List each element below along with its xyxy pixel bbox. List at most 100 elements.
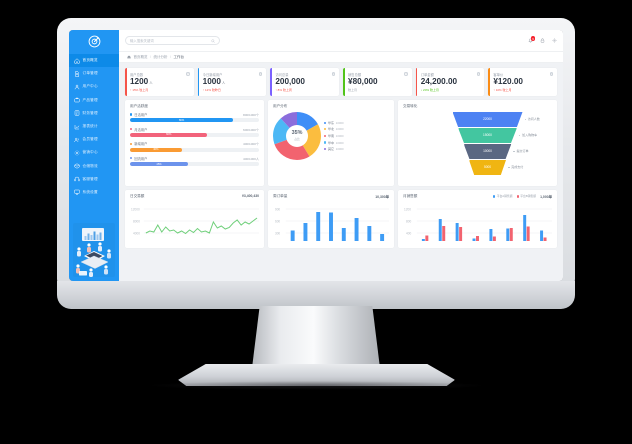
sidebar-item-products[interactable]: 产品管理 bbox=[69, 94, 119, 107]
help-icon[interactable]: ? bbox=[331, 72, 336, 76]
sidebar-item-marketing[interactable]: 营销中心 bbox=[69, 146, 119, 159]
legend-item[interactable]: 平台B销售额 bbox=[516, 194, 536, 198]
panel-value: ¥3,400,430 bbox=[242, 194, 259, 199]
stat-card-value: 1200人 bbox=[130, 77, 153, 87]
panel-title: 月销售额 bbox=[403, 193, 418, 198]
donut-chart[interactable]: 35% 占比 bbox=[273, 111, 321, 160]
breadcrumb-item[interactable]: 统计分析 bbox=[153, 54, 168, 59]
imac-stand-foot bbox=[178, 364, 455, 386]
help-icon[interactable]: ? bbox=[404, 72, 408, 76]
target-compass-icon bbox=[88, 35, 100, 47]
sidebar-item-home[interactable]: 首页概览 bbox=[69, 54, 119, 68]
stat-card-value: 200,000 bbox=[275, 77, 305, 87]
box-icon bbox=[74, 163, 80, 169]
svg-text:900: 900 bbox=[275, 207, 280, 211]
donut-center-value: 35% bbox=[291, 129, 303, 136]
sidebar-item-users[interactable]: 用户中心 bbox=[69, 80, 119, 93]
calculator-icon bbox=[74, 110, 80, 116]
stat-card[interactable]: 客单价 ? ¥120.00 ↑ 10% 较上月 bbox=[488, 68, 558, 96]
sidebar-item-finance[interactable]: 财务管理 bbox=[69, 107, 119, 120]
stat-card-value: ¥120.00 bbox=[493, 77, 523, 87]
breadcrumb-item-current: 工作台 bbox=[173, 54, 184, 59]
sidebar-item-label: 营销中心 bbox=[82, 150, 98, 155]
funnel-segment: 10000 bbox=[463, 143, 512, 159]
svg-text:8000: 8000 bbox=[133, 219, 140, 223]
help-icon[interactable]: ? bbox=[549, 72, 554, 76]
stat-card-title: 今日新增用户 bbox=[202, 72, 223, 77]
funnel-row[interactable]: 15000 加入购物车 bbox=[423, 127, 552, 143]
team-laptop-illustration bbox=[69, 219, 119, 281]
donut-center-label: 占比 bbox=[294, 137, 300, 142]
panel-title: 日交易额 bbox=[130, 193, 145, 198]
progress-value: 800/1000个 bbox=[243, 112, 259, 117]
bottom-row: 日交易额 ¥3,400,430 12000 8000 bbox=[125, 189, 557, 248]
topbar-icons: 9 bbox=[528, 36, 557, 43]
panel-title: 周订单量 bbox=[273, 193, 288, 198]
brand-logo[interactable] bbox=[69, 30, 119, 52]
stat-card[interactable]: 访问总量 ? 200,000 ↑ 8% 较上周 bbox=[270, 68, 340, 96]
dashboard-content: 用户总数 ? 1200人 ↑ 15% 较上月 今日新增用户 ? 1000人 bbox=[119, 63, 563, 281]
imac-shadow bbox=[150, 381, 483, 390]
progress-value: 400/1000人 bbox=[243, 156, 259, 161]
legend-item[interactable]: 华南 10000 bbox=[324, 134, 344, 138]
sidebar-item-settings[interactable]: 系统设置 bbox=[69, 186, 119, 199]
chart-icon bbox=[74, 124, 80, 130]
progress-item: 日活用户 800/1000个 80% bbox=[130, 112, 259, 123]
stat-card[interactable]: 销售总额 ? ¥80,000 较上月 bbox=[343, 68, 412, 96]
stat-card-head: 用户总数 ? bbox=[130, 72, 190, 77]
stat-card-trend: ↑ 15% 较上月 bbox=[130, 88, 149, 93]
grouped-bar-chart[interactable]: 1200 800 400 bbox=[403, 201, 552, 241]
stat-card-title: 订单金额 bbox=[420, 72, 434, 77]
funnel-row[interactable]: 10000 提交订单 bbox=[423, 143, 552, 159]
search-input[interactable]: 输入搜索关键词 bbox=[125, 36, 220, 45]
stat-card-title: 客单价 bbox=[493, 72, 504, 77]
legend-item[interactable]: 华北 10000 bbox=[324, 127, 344, 131]
gear-icon bbox=[74, 150, 80, 156]
sidebar-item-support[interactable]: 客服管理 bbox=[69, 173, 119, 186]
progress-value: 400/1000个 bbox=[243, 142, 259, 147]
panel-value: 10,300单 bbox=[375, 194, 389, 199]
breadcrumb-item[interactable]: 首页概览 bbox=[133, 54, 148, 59]
stat-card[interactable]: 订单金额 ? 24,200.00 ↓ 20% 较上月 bbox=[415, 68, 485, 96]
funnel-chart: 22000 访问人数 15000 加入购物车 10000 提交订单 bbox=[403, 111, 552, 178]
line-chart[interactable]: 12000 8000 4000 bbox=[130, 201, 259, 241]
panel-head-right: 平台A销售额 平台B销售额 1,000单 bbox=[493, 194, 552, 199]
stat-card-head: 访问总量 ? bbox=[275, 72, 336, 77]
svg-text:1200: 1200 bbox=[404, 207, 411, 211]
sidebar-item-label: 仓储物流 bbox=[82, 163, 98, 168]
sidebar-item-label: 系统设置 bbox=[82, 189, 98, 194]
stat-card[interactable]: 用户总数 ? 1200人 ↑ 15% 较上月 bbox=[125, 68, 194, 96]
sidebar-item-members[interactable]: 会员管理 bbox=[69, 133, 119, 146]
notification-bell-button[interactable]: 9 bbox=[528, 36, 536, 43]
progress-value: 600/1000个 bbox=[243, 127, 259, 132]
topbar: 输入搜索关键词 9 bbox=[119, 30, 563, 52]
help-icon[interactable]: ? bbox=[186, 72, 190, 76]
breadcrumb: 首页概览 / 统计分析 / 工作台 bbox=[119, 52, 563, 63]
sidebar-item-orders[interactable]: 订单管理 bbox=[69, 67, 119, 80]
help-icon[interactable]: ? bbox=[258, 72, 263, 76]
members-icon bbox=[74, 137, 80, 143]
sidebar-item-reports[interactable]: 报表统计 bbox=[69, 120, 119, 133]
stat-card-value: 24,200.00 bbox=[420, 77, 458, 87]
notification-badge: 9 bbox=[530, 36, 536, 41]
imac-stand-neck bbox=[252, 306, 380, 368]
progress-track: 60% bbox=[130, 132, 259, 137]
middle-row: 用户活跃度 日活用户 800/1000个 80% bbox=[125, 99, 557, 186]
legend-item[interactable]: 华东 10000 bbox=[324, 121, 344, 125]
legend-item[interactable]: 其它 10000 bbox=[324, 147, 344, 151]
help-icon[interactable]: ? bbox=[476, 72, 481, 76]
lock-button[interactable] bbox=[540, 38, 545, 43]
sidebar-item-warehouse[interactable]: 仓储物流 bbox=[69, 160, 119, 173]
stat-card[interactable]: 今日新增用户 ? 1000人 ↑ 12% 较昨日 bbox=[197, 68, 267, 96]
gear-icon bbox=[552, 38, 557, 43]
home-icon bbox=[74, 58, 80, 64]
funnel-row[interactable]: 5000 完成支付 bbox=[423, 159, 552, 175]
progress-fill: 45% bbox=[130, 162, 189, 167]
legend-item[interactable]: 平台A销售额 bbox=[493, 194, 513, 198]
search-icon bbox=[211, 38, 215, 43]
stat-card-title: 访问总量 bbox=[275, 72, 289, 77]
funnel-row[interactable]: 22000 访问人数 bbox=[423, 111, 552, 127]
bar-chart[interactable]: 900 600 300 bbox=[273, 201, 389, 241]
settings-button[interactable] bbox=[552, 38, 557, 43]
legend-item[interactable]: 华中 10000 bbox=[324, 141, 344, 145]
